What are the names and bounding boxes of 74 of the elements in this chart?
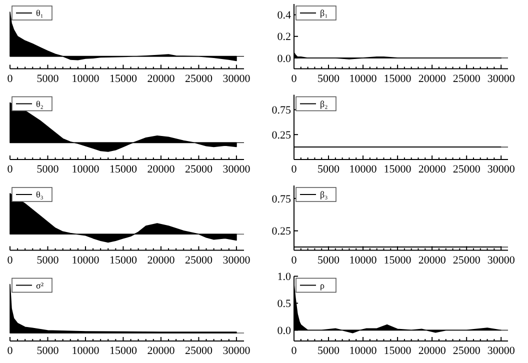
x-tick-label: 30000 bbox=[487, 72, 516, 85]
x-tick-label: 30000 bbox=[222, 254, 251, 266]
x-tick-label: 10000 bbox=[72, 164, 100, 176]
x-tick-label: 25000 bbox=[184, 72, 213, 85]
legend-label: ρ bbox=[320, 280, 325, 290]
x-tick-label: 15000 bbox=[384, 254, 412, 266]
x-tick-label: 20000 bbox=[418, 345, 446, 357]
x-tick-label: 10000 bbox=[349, 164, 378, 176]
x-tick-label: 20000 bbox=[147, 72, 176, 85]
y-tick-label: 0.2 bbox=[277, 31, 291, 44]
x-tick-label: 5000 bbox=[318, 345, 340, 357]
x-tick-label: 5000 bbox=[318, 164, 340, 176]
x-tick-label: 20000 bbox=[147, 345, 176, 357]
y-tick-label: 0.5 bbox=[277, 298, 292, 310]
legend-label: β₂ bbox=[320, 98, 328, 109]
legend-label: θ₁ bbox=[36, 8, 44, 18]
legend-label: θ₂ bbox=[36, 98, 44, 109]
x-tick-label: 10000 bbox=[349, 254, 378, 266]
x-tick-label: 5000 bbox=[36, 254, 60, 266]
x-tick-label: 30000 bbox=[487, 345, 516, 357]
x-tick-label: 25000 bbox=[452, 345, 481, 357]
x-tick-label: 20000 bbox=[147, 254, 176, 266]
x-tick-label: 0 bbox=[291, 72, 298, 85]
y-tick-label: 0.25 bbox=[272, 129, 292, 142]
y-tick-label: 0.0 bbox=[277, 325, 292, 338]
y-tick-label: 0.0 bbox=[277, 52, 292, 65]
x-tick-label: 25000 bbox=[452, 164, 481, 176]
x-tick-label: 20000 bbox=[418, 254, 446, 266]
x-tick-label: 5000 bbox=[36, 164, 60, 176]
x-tick-label: 25000 bbox=[184, 254, 213, 266]
legend-label: β₁ bbox=[320, 8, 328, 18]
y-tick-label: 0.75 bbox=[272, 193, 292, 206]
x-tick-label: 10000 bbox=[349, 345, 378, 357]
x-tick-label: 30000 bbox=[487, 164, 516, 176]
x-tick-label: 5000 bbox=[318, 72, 340, 85]
x-tick-label: 5000 bbox=[36, 345, 60, 357]
x-tick-label: 20000 bbox=[418, 164, 446, 176]
x-tick-label: 25000 bbox=[452, 254, 481, 266]
x-tick-label: 15000 bbox=[384, 72, 412, 85]
x-tick-label: 15000 bbox=[384, 345, 412, 357]
x-tick-label: 15000 bbox=[109, 72, 138, 85]
x-tick-label: 20000 bbox=[418, 72, 446, 85]
legend-label: θ₃ bbox=[36, 190, 44, 200]
x-tick-label: 20000 bbox=[147, 164, 176, 176]
x-tick-label: 15000 bbox=[109, 254, 138, 266]
x-tick-label: 30000 bbox=[222, 345, 251, 357]
legend-label: σ² bbox=[36, 280, 44, 290]
x-tick-label: 15000 bbox=[109, 164, 138, 176]
x-tick-label: 15000 bbox=[109, 345, 138, 357]
x-tick-label: 5000 bbox=[318, 254, 340, 266]
y-tick-label: 0.75 bbox=[272, 104, 292, 117]
y-tick-label: 1.0 bbox=[277, 271, 292, 284]
y-tick-label: 0.4 bbox=[277, 10, 292, 22]
x-tick-label: 0 bbox=[7, 254, 14, 266]
x-tick-label: 10000 bbox=[349, 72, 378, 85]
y-tick-label: 0.25 bbox=[272, 226, 292, 238]
x-tick-label: 30000 bbox=[222, 164, 251, 176]
x-tick-label: 0 bbox=[291, 345, 298, 357]
x-tick-label: 30000 bbox=[487, 254, 516, 266]
x-tick-label: 5000 bbox=[36, 72, 60, 85]
x-tick-label: 0 bbox=[7, 345, 14, 357]
x-tick-label: 0 bbox=[7, 72, 14, 85]
legend-label: β₃ bbox=[320, 190, 328, 200]
x-tick-label: 25000 bbox=[184, 164, 213, 176]
x-tick-label: 10000 bbox=[72, 345, 100, 357]
x-tick-label: 30000 bbox=[222, 72, 251, 85]
x-tick-label: 0 bbox=[7, 164, 14, 176]
x-tick-label: 0 bbox=[291, 254, 298, 266]
x-tick-label: 0 bbox=[291, 164, 298, 176]
x-tick-label: 10000 bbox=[72, 72, 100, 85]
x-tick-label: 10000 bbox=[72, 254, 100, 266]
x-tick-label: 25000 bbox=[452, 72, 481, 85]
x-tick-label: 25000 bbox=[184, 345, 213, 357]
x-tick-label: 15000 bbox=[384, 164, 412, 176]
